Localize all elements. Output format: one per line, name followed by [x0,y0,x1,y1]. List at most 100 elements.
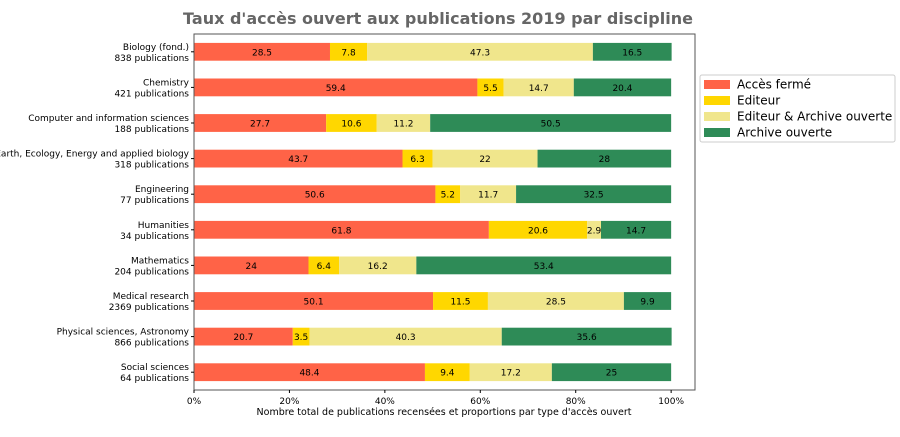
data-label: 27.7 [250,120,270,130]
data-label: 35.6 [577,333,597,343]
bar-segment [194,114,327,132]
chart-title: Taux d'accès ouvert aux publications 201… [183,9,693,28]
data-label: 28 [599,155,611,165]
y-tick-label: Biology (fond.) [123,43,189,53]
data-label: 20.4 [612,84,632,94]
data-label: 14.7 [626,226,646,236]
y-tick-label: 188 publications [114,125,189,135]
legend-label: Editeur [737,94,780,108]
plot-frame [193,33,696,391]
y-tick-label: 204 publications [114,267,189,277]
bar-segment [339,256,417,275]
bar-segment [402,149,433,168]
y-tick-label: 77 publications [120,196,189,206]
data-label: 50.5 [541,120,561,130]
data-label: 5.5 [483,84,497,94]
y-tick-label: Social sciences [121,363,189,373]
bar-segment [194,292,434,310]
data-label: 20.7 [233,333,253,343]
legend-swatch [704,128,730,137]
x-tick-label: 80% [566,397,586,407]
bar-segment [376,114,431,132]
data-label: 6.4 [317,262,332,272]
data-label: 43.7 [288,155,308,165]
data-label: 6.3 [410,155,424,165]
data-label: 17.2 [501,369,521,379]
y-tick-label: 838 publications [114,54,189,64]
y-tick-label: Chemistry [143,78,190,88]
x-tick-label: 40% [375,397,395,407]
bar-segment [194,256,309,275]
x-tick-label: 20% [279,397,299,407]
bar-segment [432,149,538,168]
bar-segment [194,42,330,61]
data-label: 47.3 [470,48,490,58]
data-label: 2.9 [587,226,602,236]
bar-segment [516,185,672,204]
x-tick-label: 60% [470,397,490,407]
data-label: 59.4 [326,84,346,94]
data-label: 11.7 [478,191,498,201]
legend-swatch [704,96,730,105]
y-tick-label: 421 publications [114,89,189,99]
bar-segment [292,327,310,346]
legend-swatch [704,112,730,121]
y-tick-label: 64 publications [120,374,189,384]
bar-segment [194,363,425,382]
bar-segment [194,327,293,346]
data-label: 16.5 [622,48,642,58]
x-tick-label: 100% [658,397,684,407]
data-label: 28.5 [252,48,272,58]
legend: Accès fermé Editeur Editeur & Archive ouve… [699,74,896,143]
y-tick-label: 866 publications [114,339,189,349]
data-label: 50.6 [305,191,325,201]
y-tick-label: Mathematics [131,256,189,266]
bar-segment [503,78,574,97]
legend-label: Accès fermé [737,78,811,92]
bar-segment [194,149,403,168]
bar-segment [424,363,470,382]
bar-segment [477,78,504,97]
data-label: 61.8 [331,226,351,236]
data-label: 22 [479,155,490,165]
data-label: 28.5 [546,298,566,308]
bar-segment [433,292,488,310]
bar-segment [416,256,672,275]
data-label: 24 [246,262,258,272]
data-label: 9.4 [440,369,455,379]
bar-segment [592,42,672,61]
data-label: 10.6 [341,120,361,130]
data-label: 32.5 [584,191,604,201]
data-label: 9.9 [640,298,655,308]
data-label: 3.5 [294,333,308,343]
bar-segment [551,363,672,382]
data-label: 5.2 [441,191,455,201]
y-tick-label: Engineering [135,185,189,195]
legend-label: Editeur & Archive ouverte [737,110,892,124]
y-axis: Biology (fond.)838 publications Chemistry… [0,43,194,384]
y-tick-label: 34 publications [120,232,189,242]
bar-segment [435,185,461,204]
data-label: 7.8 [341,48,356,58]
bar-segment [488,220,588,239]
data-label: 11.5 [450,298,470,308]
x-axis-label: Nombre total de publications recensées e… [257,407,632,418]
bar-segment [326,114,377,132]
bar-segment [194,78,478,97]
data-label: 48.4 [299,369,319,379]
y-tick-label: Physical sciences, Astronomy [57,328,190,338]
bar-segment [501,327,672,346]
data-label: 50.1 [304,298,324,308]
data-label: 53.4 [534,262,554,272]
data-label: 25 [606,369,617,379]
y-tick-label: Earth, Ecology, Energy and applied biolo… [0,150,190,160]
data-label: 11.2 [393,120,413,130]
data-label: 14.7 [529,84,549,94]
x-tick-label: 0% [187,397,202,407]
legend-label: Archive ouverte [737,126,832,140]
bar-segment [537,149,672,168]
bar-segment [367,42,593,61]
bar-segment [430,114,672,132]
bar-segment [469,363,552,382]
bar-segment [194,220,489,239]
